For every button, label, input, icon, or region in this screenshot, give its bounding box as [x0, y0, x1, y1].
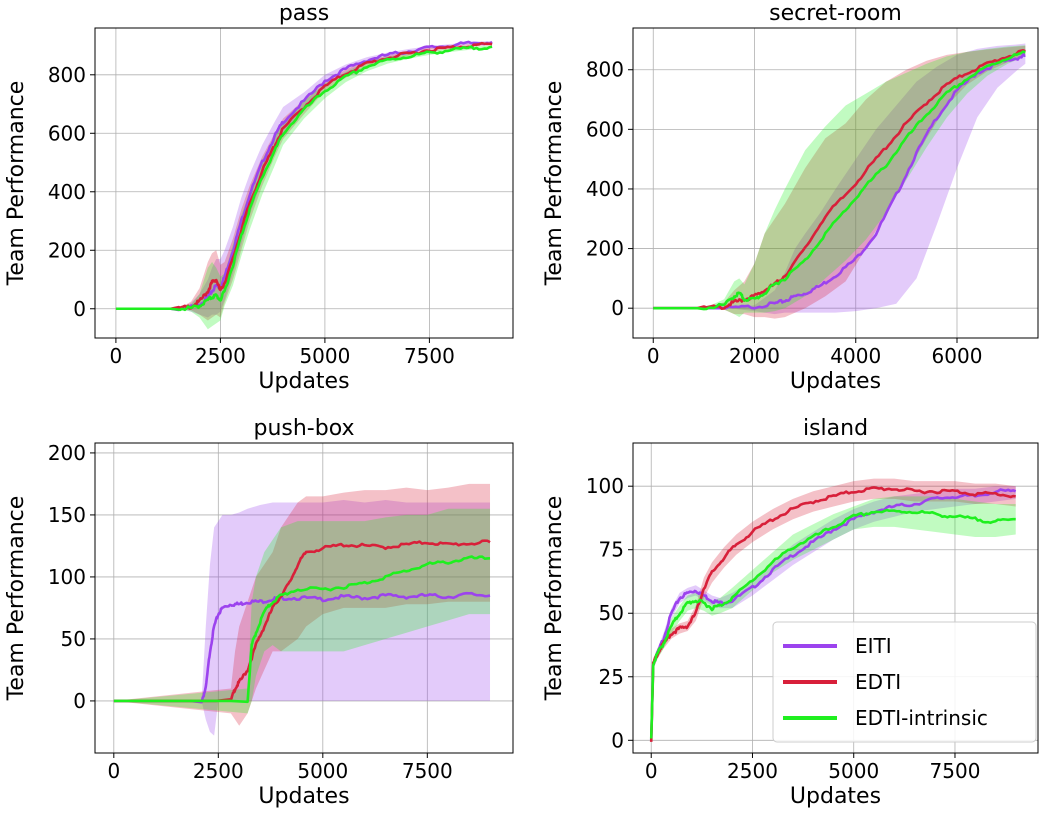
x-tick-label: 4000 [830, 344, 881, 368]
series-line-edti [113, 539, 491, 703]
y-tick-label: 0 [611, 296, 624, 320]
chart-title: secret-room [769, 1, 902, 26]
y-axis-label: Team Performance [4, 496, 29, 702]
series-line-edti [653, 48, 1026, 310]
axes-frame [94, 27, 514, 339]
chart-title: island [803, 416, 868, 441]
confidence-band-edti-intrinsic [115, 45, 493, 330]
y-tick-label: 0 [611, 728, 624, 752]
x-tick-label: 5000 [297, 759, 348, 783]
y-tick-label: 400 [586, 177, 624, 201]
legend-box [772, 621, 1037, 743]
series-line-edti [649, 486, 1016, 742]
subplot-3: 0 2500 5000 7500 0 25 50 75 100 island Updates Team… [542, 416, 1039, 809]
x-axis-label: Updates [258, 369, 349, 394]
y-axis-label: Team Performance [4, 81, 29, 287]
legend-label: EITI [855, 634, 892, 658]
confidence-band-edti-intrinsic [113, 508, 491, 714]
y-tick-label: 600 [586, 117, 624, 141]
plot-area [115, 40, 493, 330]
axes-frame [94, 442, 514, 754]
y-tick-label: 75 [599, 538, 624, 562]
series-line-edti [115, 41, 493, 311]
series-line-eiti [649, 488, 1017, 741]
x-tick-label: 7500 [930, 759, 981, 783]
x-axis-label: Updates [790, 784, 881, 809]
y-tick-label: 600 [48, 121, 86, 145]
plot-area [653, 43, 1026, 319]
x-tick-label: 2500 [727, 759, 778, 783]
y-tick-label: 100 [586, 474, 624, 498]
y-tick-label: 0 [73, 689, 86, 713]
confidence-band-edti [653, 45, 1026, 319]
y-tick-label: 50 [599, 601, 624, 625]
x-tick-label: 7500 [402, 759, 453, 783]
subplot-1: 0 2000 4000 6000 0 200 400 600 800 secret-room Upd… [542, 1, 1039, 394]
x-tick-label: 0 [647, 344, 660, 368]
x-tick-label: 2500 [195, 344, 246, 368]
y-tick-label: 800 [586, 58, 624, 82]
confidence-band-edti [113, 483, 491, 726]
chart-title: push-box [253, 416, 354, 441]
confidence-band-eiti [115, 40, 493, 318]
x-tick-label: 7500 [404, 344, 455, 368]
x-tick-label: 5000 [828, 759, 879, 783]
x-tick-label: 6000 [932, 344, 983, 368]
series-line-eiti [113, 591, 491, 704]
series-line-edti-intrinsic [653, 50, 1026, 311]
series-line-eiti [115, 40, 493, 312]
y-tick-label: 150 [48, 503, 86, 527]
legend-label: EDTI-intrinsic [855, 706, 988, 730]
y-tick-label: 50 [61, 627, 86, 651]
x-tick-label: 0 [107, 759, 120, 783]
x-tick-label: 0 [645, 759, 658, 783]
confidence-band-eiti [651, 486, 1016, 741]
confidence-band-edti-intrinsic [653, 45, 1026, 318]
legend: EITI EDTI EDTI-intrinsic [772, 621, 1037, 743]
confidence-band-edti [115, 43, 493, 321]
series-line-edti-intrinsic [115, 45, 493, 312]
y-tick-label: 400 [48, 180, 86, 204]
y-tick-label: 0 [73, 297, 86, 321]
x-tick-label: 2000 [729, 344, 780, 368]
chart-title: pass [279, 1, 329, 26]
y-tick-label: 100 [48, 565, 86, 589]
x-tick-label: 5000 [299, 344, 350, 368]
y-tick-label: 200 [586, 237, 624, 261]
y-axis-label: Team Performance [542, 81, 567, 287]
y-tick-label: 800 [48, 63, 86, 87]
x-axis-label: Updates [790, 369, 881, 394]
y-tick-label: 200 [48, 441, 86, 465]
x-axis-label: Updates [258, 784, 349, 809]
subplot-2: 0 2500 5000 7500 0 50 100 150 200 push-box Updates… [4, 416, 514, 809]
axes-frame [632, 27, 1039, 339]
axes-frame [632, 442, 1039, 754]
x-tick-label: 0 [110, 344, 123, 368]
x-tick-label: 2500 [193, 759, 244, 783]
plot-area [649, 478, 1017, 742]
confidence-band-edti [651, 478, 1016, 741]
subplot-0: 0 2500 5000 7500 0 200 400 600 800 pass Updates Tea… [4, 1, 514, 394]
plot-area [113, 483, 491, 736]
y-axis-label: Team Performance [542, 496, 567, 702]
y-tick-label: 25 [599, 665, 624, 689]
series-line-edti-intrinsic [649, 508, 1016, 739]
series-line-edti-intrinsic [113, 555, 491, 704]
legend-label: EDTI [855, 670, 901, 694]
y-tick-label: 200 [48, 238, 86, 262]
